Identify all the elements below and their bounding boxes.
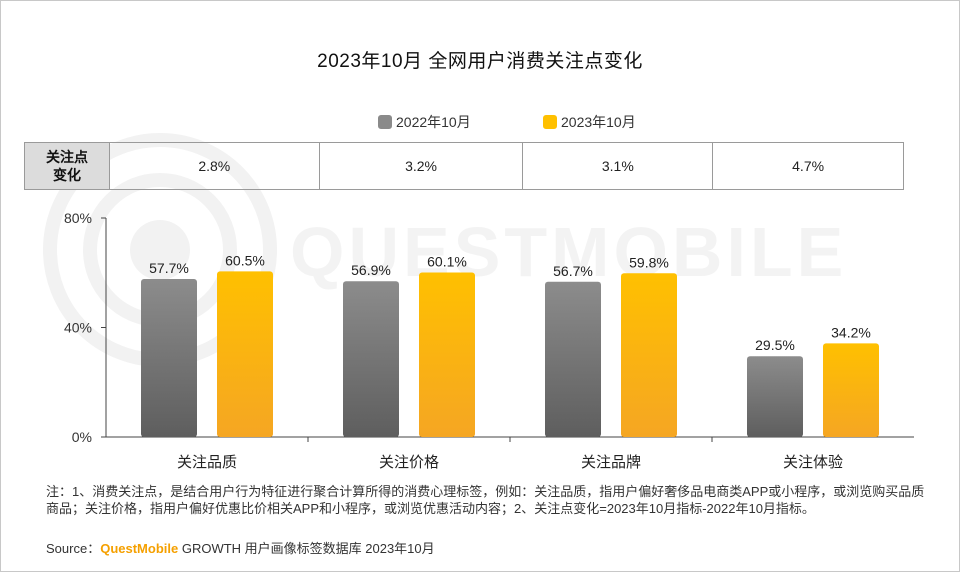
x-tick-label: 关注体验 [783, 454, 843, 471]
bar-2022 [747, 356, 803, 437]
data-label: 29.5% [755, 337, 795, 353]
y-tick-label: 0% [72, 429, 92, 445]
bar-2022 [545, 281, 601, 437]
bar-2023 [823, 343, 879, 437]
data-label: 60.5% [225, 252, 265, 268]
legend-swatch-2023 [543, 115, 557, 129]
bar-2022 [141, 279, 197, 437]
legend-label-2023: 2023年10月 [561, 114, 636, 130]
source-line: Source：QuestMobile GROWTH 用户画像标签数据库 2023… [46, 538, 435, 557]
bar-2023 [419, 272, 475, 437]
source-prefix: Source： [46, 541, 101, 556]
source-brand: QuestMobile [100, 541, 179, 556]
change-cell-quality: 2.8% [110, 143, 320, 189]
change-table: 关注点 变化 2.8% 3.2% 3.1% 4.7% [24, 142, 904, 190]
data-label: 57.7% [149, 260, 189, 276]
data-label: 56.9% [351, 262, 391, 278]
change-table-header-text: 关注点 变化 [45, 149, 88, 183]
bar-2023 [621, 273, 677, 437]
y-tick-label: 40% [64, 320, 92, 336]
x-tick-label: 关注价格 [379, 454, 439, 471]
data-label: 56.7% [553, 263, 593, 279]
change-cell-experience: 4.7% [792, 158, 825, 174]
change-table-header: 关注点 变化 [25, 143, 110, 189]
change-cell-brand: 3.1% [523, 143, 714, 189]
y-tick-label: 80% [64, 210, 92, 226]
legend-swatch-2022 [378, 115, 392, 129]
x-tick-label: 关注品牌 [581, 454, 641, 471]
change-cell-price: 3.2% [320, 143, 524, 189]
legend-item-2023: 2023年10月 [543, 112, 636, 132]
data-label: 60.1% [427, 253, 467, 269]
chart-title: 2023年10月 全网用户消费关注点变化 [317, 51, 643, 72]
bar-chart: 0% 40% 80% 关注品质 57.7% 60.5% 关注价格 56.9% 60.1% 关注品牌… [64, 210, 914, 471]
data-label: 34.2% [831, 324, 871, 340]
footnote: 注：1、消费关注点，是结合用户行为特征进行聚合计算所得的消费心理标签，例如：关注… [46, 484, 925, 516]
legend: 2022年10月 2023年10月 [0, 112, 960, 132]
data-label: 59.8% [629, 254, 669, 270]
source-rest: GROWTH 用户画像标签数据库 2023年10月 [178, 541, 435, 556]
x-tick-label: 关注品质 [177, 454, 237, 471]
bar-2023 [217, 271, 273, 437]
legend-item-2022: 2022年10月 [378, 112, 471, 132]
legend-label-2022: 2022年10月 [396, 114, 471, 130]
bar-2022 [343, 281, 399, 437]
